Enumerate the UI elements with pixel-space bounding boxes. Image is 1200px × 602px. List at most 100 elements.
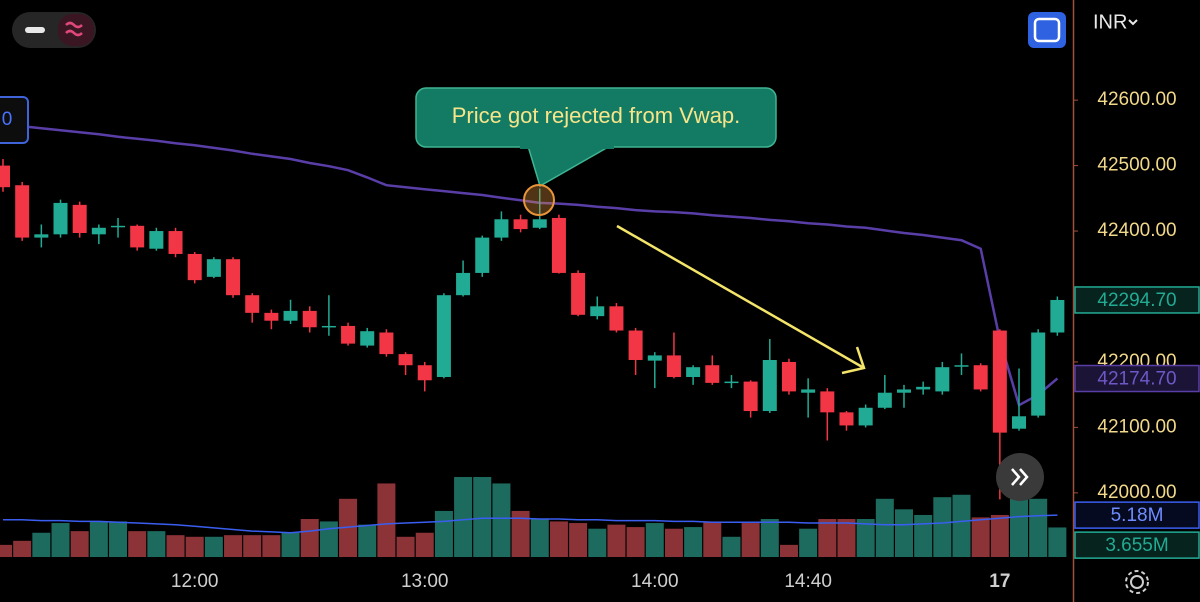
candle-body: [341, 325, 356, 344]
candle-body: [781, 361, 796, 392]
y-tick-label: 42500.00: [1097, 155, 1176, 176]
volume-bar: [166, 535, 185, 557]
candle-body: [992, 330, 1007, 433]
candle-body: [168, 231, 183, 254]
vwap-badge: [1074, 364, 1200, 393]
volume-bar: [204, 536, 223, 557]
volume-badge-text: 3.655M: [1105, 535, 1168, 556]
candle-body: [1050, 299, 1065, 333]
candle-body: [551, 217, 566, 273]
candle-body: [743, 381, 758, 412]
volume-bar: [147, 531, 166, 557]
volume-bar: [779, 544, 798, 557]
candle-body: [801, 389, 816, 393]
candle-body: [456, 272, 471, 296]
volume-bar: [799, 528, 818, 557]
indicator-toggle[interactable]: [12, 12, 96, 48]
candle-body: [302, 310, 317, 328]
badge-text: 0: [2, 109, 13, 130]
volume-bar: [358, 524, 377, 557]
y-tick-label: 42100.00: [1097, 416, 1176, 437]
candle-body: [647, 355, 662, 361]
candle-body: [609, 306, 624, 331]
volume-bar: [109, 521, 128, 557]
volume-bar: [741, 523, 760, 557]
candle-body: [724, 381, 739, 384]
candle-body: [973, 365, 988, 390]
volume-ma-badge: [1074, 501, 1200, 529]
x-tick-label: 14:40: [784, 571, 832, 592]
candle-body: [590, 306, 605, 317]
x-tick-label: 12:00: [171, 571, 219, 592]
volume-bar: [319, 521, 338, 557]
highlight-circle: [523, 184, 555, 216]
annotation-text: Price got rejected from Vwap.: [452, 103, 741, 128]
candle-body: [935, 367, 950, 392]
volume-bar: [224, 535, 243, 557]
volume-bar: [128, 531, 147, 557]
candle-body: [53, 202, 68, 235]
candle-body: [916, 386, 931, 390]
y-tick-label: 42000.00: [1097, 482, 1176, 503]
volume-bar: [914, 514, 933, 557]
volume-bar: [549, 521, 568, 557]
volume-bar: [626, 527, 645, 557]
cropped-price-badge: 0: [0, 96, 29, 144]
candle-body: [954, 365, 969, 367]
candle-body: [398, 354, 413, 366]
volume-bar: [415, 532, 434, 557]
volume-bar: [243, 535, 262, 557]
volume-bar: [894, 509, 913, 557]
last-price-badge: [1074, 286, 1200, 314]
candle-body: [666, 355, 681, 378]
x-tick-label: 13:00: [401, 571, 449, 592]
volume-bar: [281, 532, 300, 557]
candle-body: [513, 219, 528, 230]
candle-body: [1031, 332, 1046, 416]
volume-bar: [1029, 498, 1048, 557]
candle-body: [494, 219, 509, 238]
settings-button[interactable]: [1125, 570, 1149, 594]
candle-body: [130, 225, 145, 248]
candle-body: [206, 259, 221, 277]
y-tick-label: 42400.00: [1097, 220, 1176, 241]
volume-bar: [607, 524, 626, 557]
candle-body: [532, 219, 547, 228]
volume-bar: [51, 523, 70, 557]
candle-body: [187, 253, 202, 281]
vwap-badge-text: 42174.70: [1097, 369, 1176, 390]
volume-bar: [13, 540, 32, 557]
x-tick-label: 14:00: [631, 571, 679, 592]
candle-body: [283, 310, 298, 321]
volume-bar: [377, 483, 396, 557]
candle-body: [15, 185, 30, 238]
candle-body: [839, 412, 854, 426]
annotation-callout: Price got rejected from Vwap.: [415, 87, 777, 188]
last-price-badge-text: 42294.70: [1097, 290, 1176, 311]
volume-bar: [971, 517, 990, 557]
candle-body: [858, 407, 873, 426]
candle-body: [896, 389, 911, 393]
candle-body: [111, 225, 126, 228]
candle-body: [0, 165, 10, 188]
volume-bar: [933, 497, 952, 557]
volume-bar: [569, 523, 588, 557]
candle-body: [360, 331, 375, 346]
currency-label[interactable]: INR: [1093, 11, 1127, 33]
volume-bar: [1010, 498, 1029, 557]
candle-body: [436, 295, 451, 378]
scroll-to-latest-button[interactable]: [996, 453, 1044, 501]
volume-bar: [454, 476, 473, 557]
volume-bar: [818, 519, 837, 557]
candle-body: [264, 312, 279, 321]
volume-ma-line: [3, 514, 1058, 534]
volume-bar: [684, 527, 703, 557]
volume-bar: [0, 544, 12, 557]
x-tick-label: 17: [989, 571, 1010, 592]
candle-body: [1012, 416, 1027, 429]
volume-bar: [185, 536, 204, 557]
fullscreen-button[interactable]: [1028, 12, 1066, 48]
volume-bar: [664, 528, 683, 557]
volume-bar: [722, 536, 741, 557]
